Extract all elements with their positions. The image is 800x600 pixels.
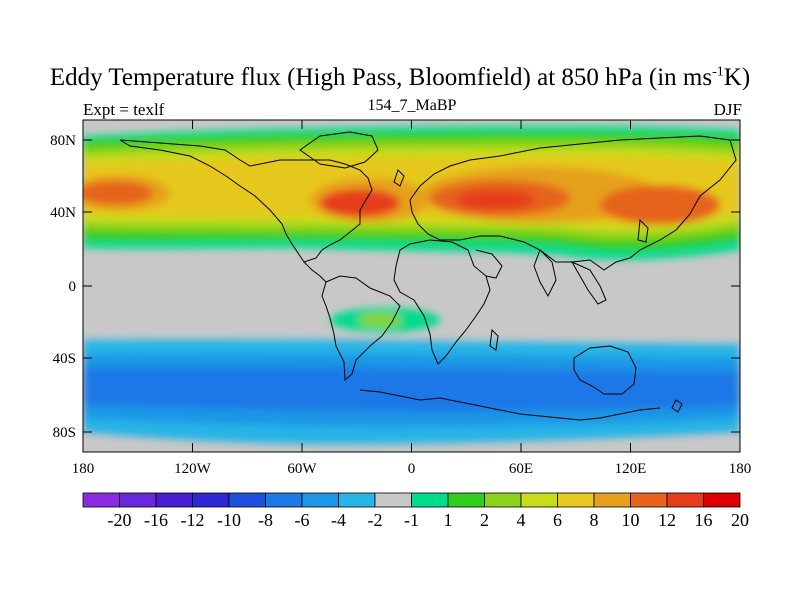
colorbar-label: 6 [553,510,562,530]
southeast-asia-coastline [570,260,607,305]
arabia-coastline [475,249,503,279]
eurasia-strong-core [455,190,535,210]
colorbar-label: -2 [368,510,383,530]
y-tick-label: 0 [69,279,77,295]
season-label: DJF [713,100,742,119]
japan-coastline [637,218,649,243]
pacific-red-core [83,181,153,205]
india-coastline [533,249,557,298]
colorbar-swatch [82,492,120,508]
colorbar-label: -20 [108,510,132,530]
new-zealand-coastline [671,399,683,413]
map-plot [83,120,740,452]
colorbar-label: -6 [295,510,310,530]
africa-coastline [393,239,491,365]
eurasia-coastline [409,135,737,271]
colorbar-swatch [374,492,412,508]
sh-band-dark-blue [83,367,740,412]
colorbar: -20 -16 -12 -10 -8 -6 -4 -2 -1 1 2 4 6 8 10 12 16 20 [82,492,749,530]
colorbar-swatch [630,492,668,508]
colorbar-label: -1 [404,510,419,530]
colorbar-swatch [666,492,704,508]
case-label: 154_7_MaBP [367,97,457,114]
colorbar-swatch [301,492,339,508]
coastlines [119,131,737,421]
x-tick-label: 180 [729,461,752,477]
colorbar-swatch [265,492,303,508]
colorbar-swatch [228,492,266,508]
colorbar-swatch [484,492,522,508]
plot-title: Eddy Temperature flux (High Pass, Bloomf… [49,64,751,91]
colorbar-label: 8 [590,510,599,530]
x-tick-label: 120E [615,461,647,477]
x-tick-label: 120W [174,461,212,477]
colorbar-swatch [447,492,485,508]
colorbar-swatch [520,492,558,508]
colorbar-swatch [703,492,741,508]
east-asia-red-core [600,185,720,225]
colorbar-label: -4 [331,510,346,530]
y-tick-label: 80S [53,425,76,441]
central-america-coastline [303,261,327,283]
colorbar-label: -10 [217,510,241,530]
colorbar-label: 20 [731,510,749,530]
northern-hemisphere-flux [83,126,740,260]
colorbar-label: -16 [144,510,168,530]
x-tick-label: 180 [72,461,95,477]
colorbar-label: 16 [695,510,713,530]
colorbar-label: 4 [517,510,526,530]
experiment-label: Expt = texlf [83,100,165,119]
x-tick-label: 60E [509,461,533,477]
south-america-coastline [321,275,401,382]
colorbar-swatch [338,492,376,508]
y-tick-label: 40N [50,205,76,221]
colorbar-label: -12 [181,510,205,530]
colorbar-swatch [119,492,157,508]
x-axis: 180 120W 60W 0 60E 120E 180 [72,120,752,477]
madagascar-coastline [489,328,499,351]
colorbar-label: -8 [258,510,273,530]
colorbar-swatch [155,492,193,508]
north-america-coastline [119,139,373,263]
colorbar-label: 12 [658,510,676,530]
x-tick-label: 0 [408,461,416,477]
y-axis: 80N 40N 0 40S 80S [50,133,740,441]
colorbar-label: 1 [444,510,453,530]
colorbar-swatch [557,492,595,508]
uk-coastline [393,169,405,187]
colorbar-swatch [411,492,449,508]
greenland-coastline [299,131,379,169]
atlantic-red-core [320,189,400,217]
y-tick-label: 40S [53,351,76,367]
colorbar-swatch [593,492,631,508]
australia-coastline [573,345,637,395]
colorbar-swatch [192,492,230,508]
colorbar-label: 10 [622,510,640,530]
antarctica-coastline [359,389,661,421]
x-tick-label: 60W [287,461,317,477]
y-tick-label: 80N [50,133,76,149]
colorbar-label: 2 [480,510,489,530]
